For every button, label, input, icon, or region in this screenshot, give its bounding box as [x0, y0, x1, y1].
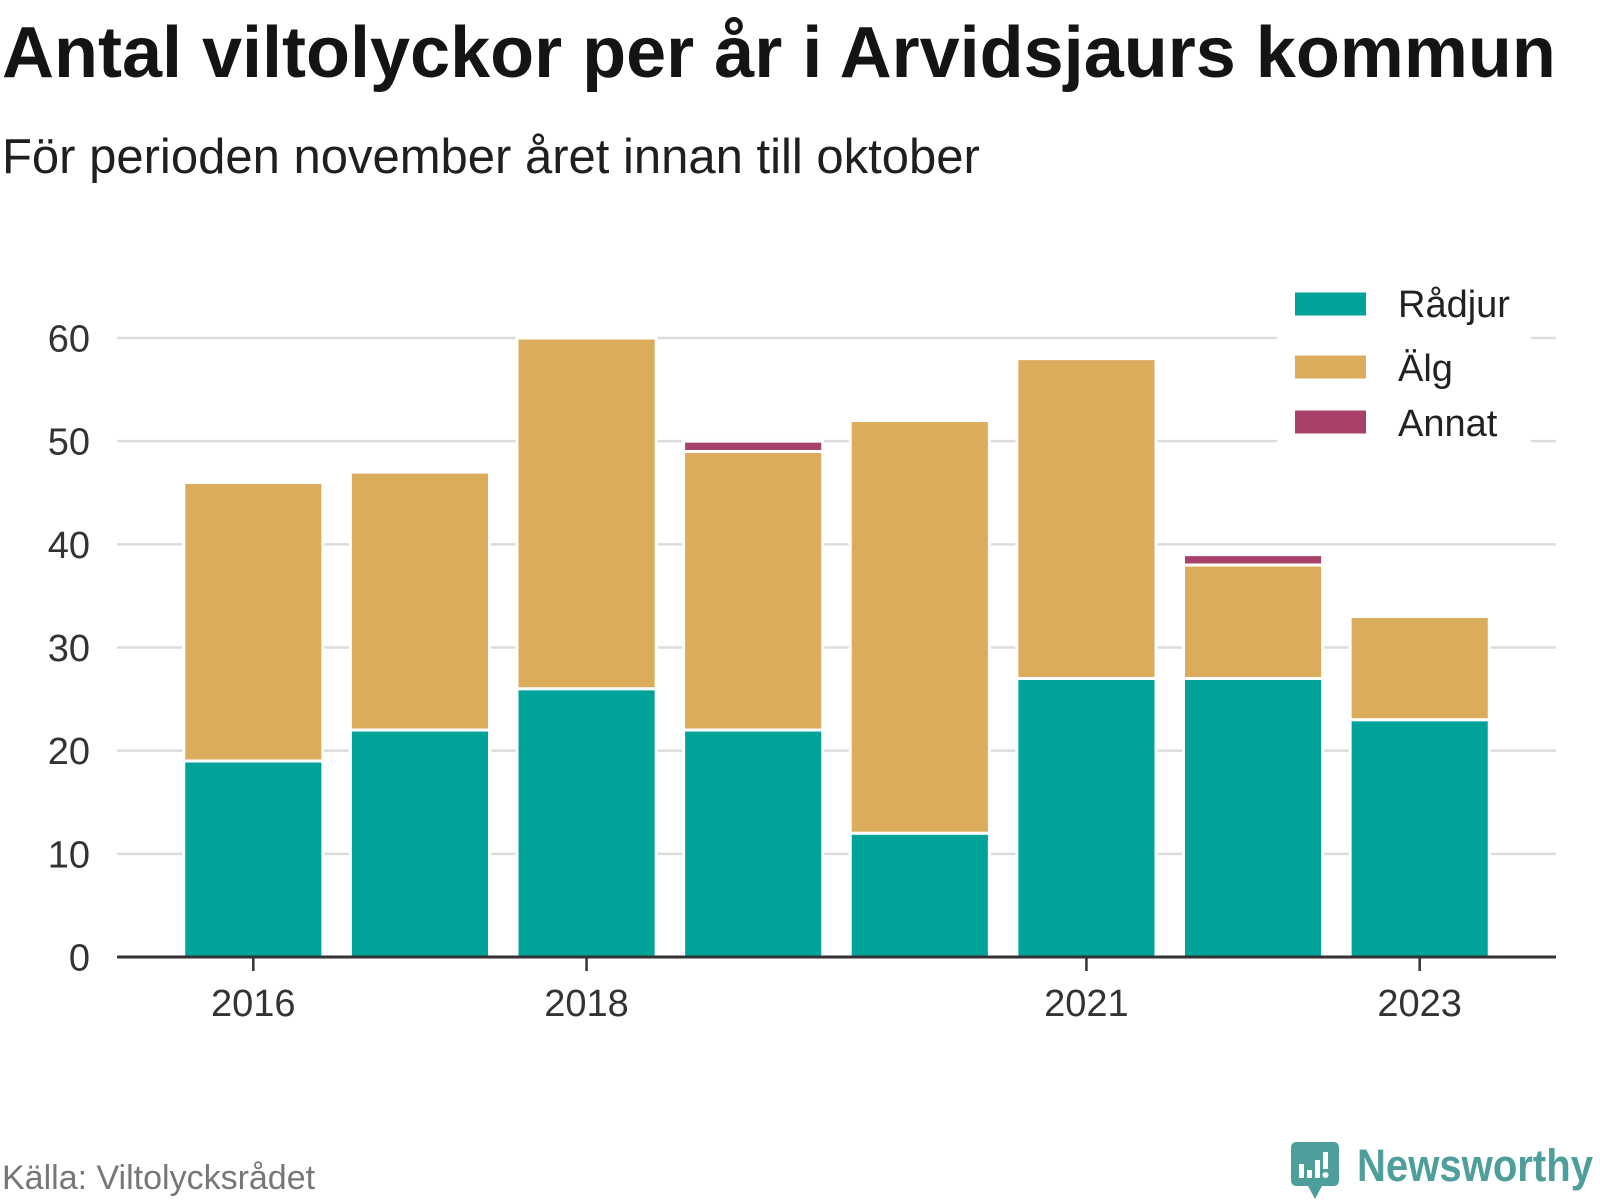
x-tick-label: 2023: [1377, 983, 1462, 1025]
bar-annat-2019: [682, 439, 825, 453]
y-axis-tick-labels: 0 10 20 30 40 50 60: [48, 319, 90, 980]
y-tick-label: 0: [69, 938, 90, 980]
legend-item-annat: Annat: [1295, 403, 1498, 445]
newsworthy-logo-icon: [1291, 1142, 1339, 1199]
x-axis: 2016 2018 2021 2023: [117, 955, 1556, 1025]
bar-alg-2020: [848, 419, 991, 835]
bar-alg-2022: [1181, 563, 1325, 680]
bar-alg-2016: [182, 480, 325, 763]
logo-bar-4: [1323, 1152, 1328, 1169]
logo-bar-1: [1299, 1164, 1304, 1178]
newsworthy-logo-text: Newsworthy: [1357, 1140, 1593, 1191]
x-tick-label: 2016: [211, 983, 296, 1025]
bar-radjur-2019: [682, 728, 825, 959]
legend-swatch-alg: [1295, 355, 1366, 379]
y-tick-label: 50: [48, 422, 90, 464]
bars: [182, 336, 1491, 959]
y-tick-label: 20: [48, 731, 90, 773]
x-tick-label: 2021: [1044, 983, 1129, 1025]
bar-radjur-2023: [1348, 718, 1491, 959]
legend-swatch-radjur: [1295, 292, 1366, 316]
legend-swatch-annat: [1295, 410, 1366, 434]
logo-dot: [1322, 1172, 1329, 1178]
newsworthy-logo: Newsworthy: [1291, 1140, 1593, 1199]
legend: Rådjur Älg Annat: [1277, 268, 1531, 446]
bar-radjur-2018: [515, 687, 658, 959]
bar-alg-2018: [515, 336, 658, 691]
bar-alg-2017: [348, 470, 492, 732]
legend-label-alg: Älg: [1398, 348, 1453, 390]
bar-radjur-2022: [1181, 676, 1325, 959]
bar-radjur-2021: [1015, 676, 1158, 959]
bar-alg-2019: [682, 449, 825, 732]
y-tick-label: 60: [48, 319, 90, 361]
logo-bar-2: [1307, 1170, 1312, 1178]
chart-title: Antal viltolyckor per år i Arvidsjaurs k…: [2, 13, 1556, 93]
y-tick-label: 10: [48, 834, 90, 876]
y-tick-label: 30: [48, 628, 90, 670]
legend-item-radjur: Rådjur: [1295, 284, 1510, 326]
bar-annat-2022: [1181, 553, 1325, 567]
y-tick-label: 40: [48, 525, 90, 567]
logo-bar-3: [1315, 1160, 1320, 1178]
x-tick-label: 2018: [544, 983, 629, 1025]
source-note: Källa: Viltolycksrådet: [2, 1159, 316, 1197]
bar-alg-2023: [1348, 615, 1491, 722]
bar-radjur-2016: [182, 759, 325, 959]
chart-subtitle: För perioden november året innan till ok…: [2, 130, 980, 184]
legend-label-annat: Annat: [1398, 403, 1498, 445]
bar-radjur-2017: [348, 728, 492, 959]
legend-label-radjur: Rådjur: [1398, 284, 1510, 326]
bar-radjur-2020: [848, 831, 991, 959]
legend-item-alg: Älg: [1295, 348, 1453, 390]
bar-alg-2021: [1015, 357, 1158, 680]
